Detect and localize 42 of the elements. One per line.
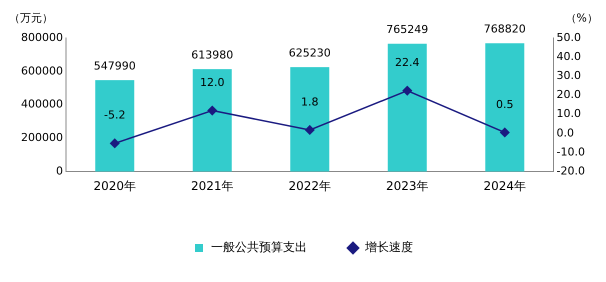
y2-tick-label: 30.0: [556, 69, 582, 82]
y2-tick-label: 0.0: [556, 126, 574, 140]
y-tick-label: 200000: [20, 131, 63, 144]
data-label: 765249: [386, 23, 428, 36]
data-label: -5.2: [104, 108, 126, 122]
point: [402, 86, 412, 96]
x-tick-label: 2023年: [386, 178, 429, 193]
bar: [290, 67, 330, 172]
point: [208, 106, 218, 116]
data-label: 22.4: [395, 56, 420, 70]
y-axis-title: （万元）: [8, 11, 53, 24]
y-tick-label: 0: [56, 164, 63, 178]
data-label: 0.5: [496, 98, 514, 111]
y2-tick-label: 20.0: [556, 88, 582, 102]
y2-tick-label: -10.0: [556, 145, 586, 158]
y-tick-label: 400000: [20, 98, 63, 111]
point: [110, 138, 120, 148]
data-label: 1.8: [301, 95, 319, 108]
bar: [388, 44, 427, 172]
legend-label: 一般公共预算支出: [211, 240, 307, 254]
x-tick-label: 2022年: [288, 178, 332, 193]
legend-label: 增长速度: [364, 240, 413, 254]
bar: [95, 80, 134, 172]
data-label: 768820: [484, 22, 526, 36]
x-tick-label: 2021年: [190, 178, 234, 193]
data-label: 12.0: [200, 76, 225, 89]
y-tick-label: 800000: [20, 30, 63, 44]
y-tick-label: 600000: [20, 64, 63, 78]
point: [500, 128, 510, 138]
x-tick-label: 2024年: [484, 178, 526, 193]
data-label: 625230: [288, 46, 331, 60]
data-label: 547990: [94, 59, 136, 72]
data-label: 613980: [191, 48, 234, 62]
y2-tick-label: 50.0: [556, 30, 582, 44]
point: [305, 125, 315, 135]
x-tick-label: 2020年: [93, 178, 136, 193]
y2-axis-title: （%）: [565, 11, 598, 24]
y2-tick-label: 10.0: [556, 107, 582, 120]
bar: [192, 69, 232, 172]
bar: [485, 43, 524, 172]
y2-tick-label: -20.0: [556, 164, 586, 178]
y2-tick-label: 40.0: [556, 50, 582, 63]
